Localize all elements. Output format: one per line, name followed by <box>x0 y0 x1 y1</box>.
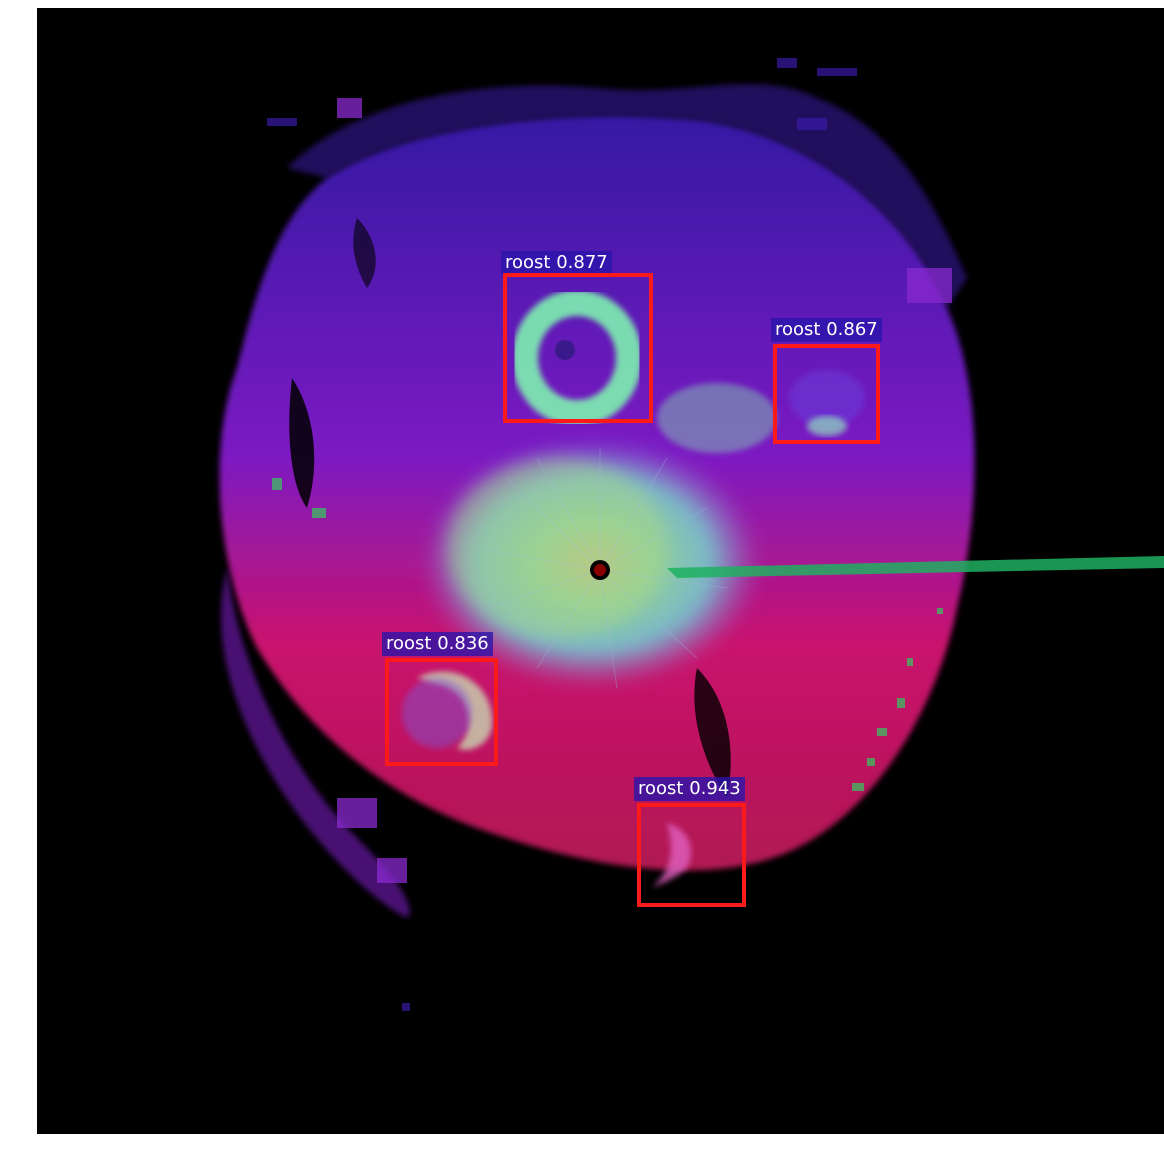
detection-box <box>385 658 498 766</box>
detection-label: roost 0.943 <box>634 777 745 801</box>
radar-image-frame: roost 0.877 roost 0.867 roost 0.836 roos… <box>37 8 1164 1134</box>
detection-box <box>503 273 653 423</box>
detection-label: roost 0.877 <box>501 251 612 275</box>
detection-label: roost 0.836 <box>382 632 493 656</box>
detection-box <box>637 803 746 907</box>
detection-box <box>773 344 880 444</box>
detection-label: roost 0.867 <box>771 318 882 342</box>
radar-scan-image <box>219 58 1164 1011</box>
